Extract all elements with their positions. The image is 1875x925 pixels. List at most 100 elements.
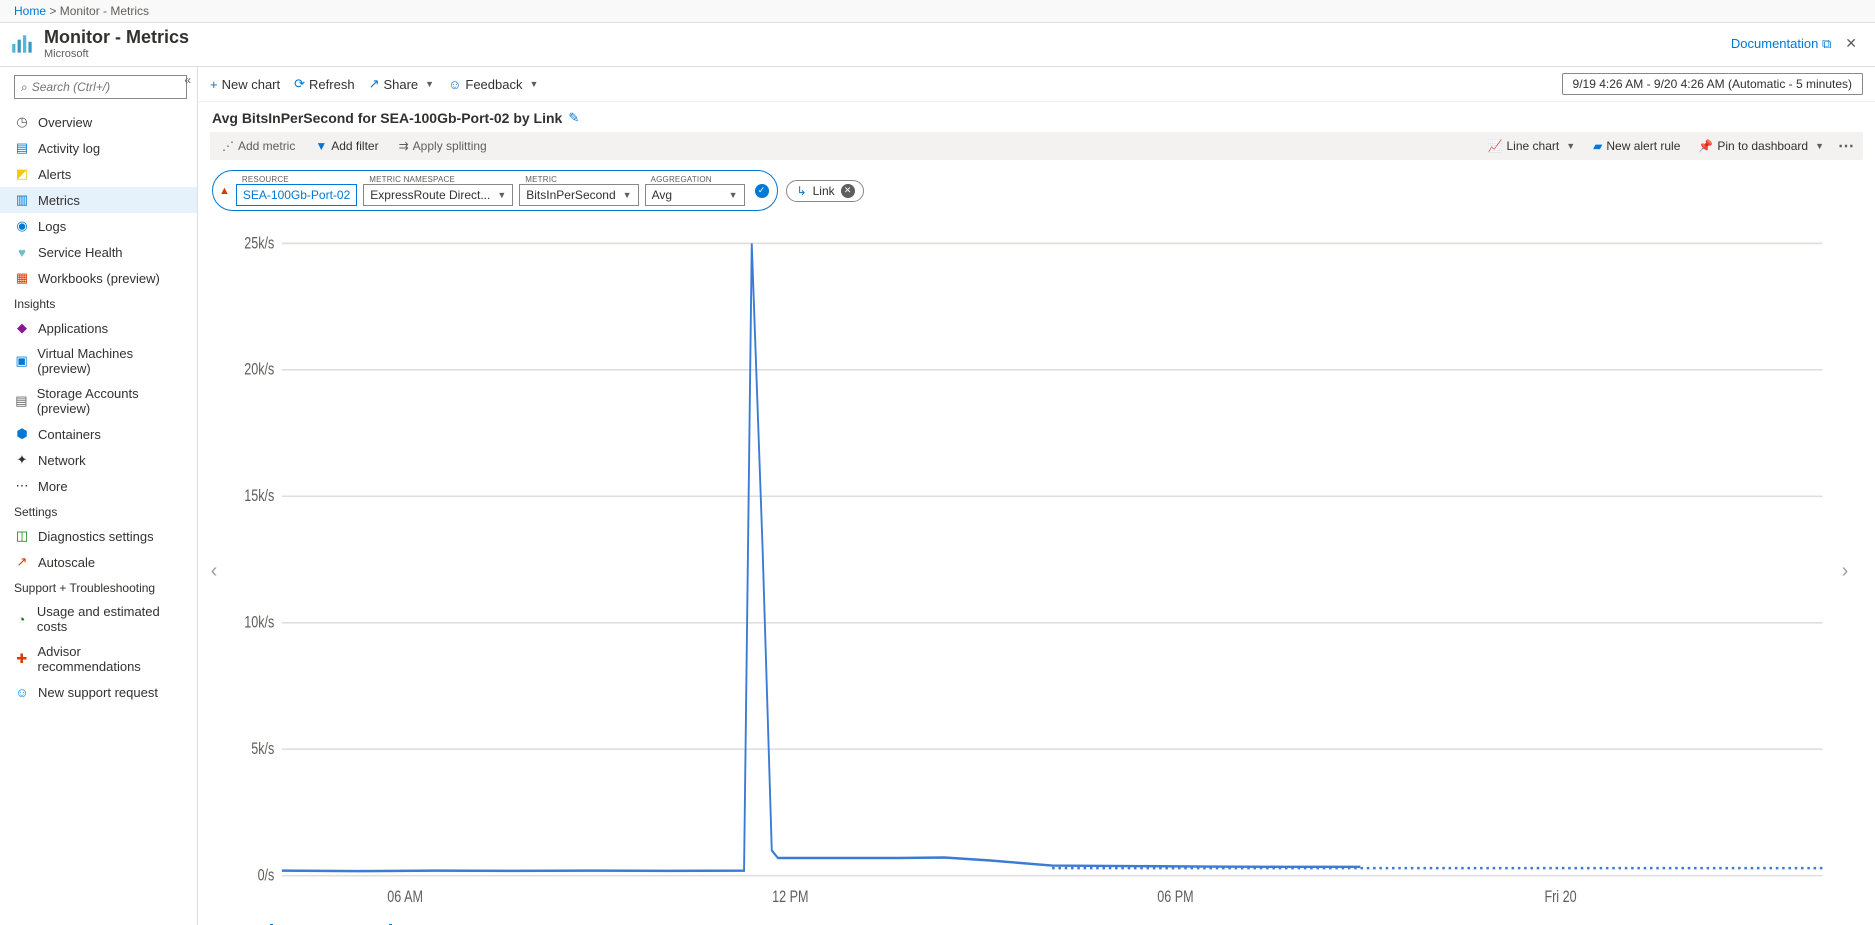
sidebar-item-metrics[interactable]: ▥ Metrics: [0, 187, 197, 213]
alerts-icon: ◩: [14, 166, 30, 182]
sidebar-item-label: Alerts: [38, 167, 71, 182]
smiley-icon: ☺: [448, 77, 461, 92]
sidebar-item-applications[interactable]: ◆Applications: [0, 315, 197, 341]
filter-icon: ▼: [315, 139, 327, 153]
remove-segment-icon[interactable]: ✕: [841, 184, 855, 198]
search-icon: ⌕: [21, 80, 28, 95]
sidebar-item-alerts[interactable]: ◩ Alerts: [0, 161, 197, 187]
segment-pill[interactable]: ↳ Link ✕: [786, 180, 864, 202]
sidebar-item-more[interactable]: ⋯ More: [0, 473, 197, 499]
sidebar-item-label: More: [38, 479, 68, 494]
pin-icon: 📌: [1698, 139, 1713, 153]
plus-icon: +: [210, 77, 218, 92]
scatter-icon: ⋰: [222, 139, 234, 153]
time-range-picker[interactable]: 9/19 4:26 AM - 9/20 4:26 AM (Automatic -…: [1562, 73, 1863, 95]
resource-dropdown[interactable]: SEA-100Gb-Port-02: [236, 184, 357, 206]
line-chart: 0/s5k/s10k/s15k/s20k/s25k/s06 AM12 PM06 …: [224, 227, 1835, 915]
chart-type-button[interactable]: 📈 Line chart▼: [1484, 137, 1580, 155]
sidebar: « ⌕ ◷Overview ▤ Activity log ◩ Alerts ▥ Metric…: [0, 67, 198, 925]
query-bar: ⋰ Add metric ▼ Add filter ⇉ Apply splitt…: [210, 132, 1863, 160]
sidebar-item-network[interactable]: ✦Network: [0, 447, 197, 473]
sidebar-item-overview[interactable]: ◷Overview: [0, 109, 197, 135]
sidebar-section-header: Insights: [0, 291, 197, 315]
chart-prev-button[interactable]: ‹: [204, 227, 224, 915]
sidebar-item-service-health[interactable]: ♥ Service Health: [0, 239, 197, 265]
usage-costs-icon: ◔: [14, 611, 29, 627]
monitor-icon: [10, 31, 36, 57]
edit-title-icon[interactable]: ✎: [568, 110, 579, 126]
sidebar-item-containers[interactable]: ⬢Containers: [0, 421, 197, 447]
line-chart-icon: 📈: [1488, 139, 1503, 153]
sidebar-item-label: Containers: [38, 427, 101, 442]
sidebar-item-logs[interactable]: ◉Logs: [0, 213, 197, 239]
metric-label: METRIC: [519, 175, 638, 184]
content-pane: +New chart ⟳Refresh ↗Share▼ ☺Feedback▼ 9…: [198, 67, 1875, 925]
namespace-dropdown[interactable]: ExpressRoute Direct...▼: [363, 184, 513, 206]
breadcrumb-home[interactable]: Home: [14, 4, 46, 18]
sidebar-item-autoscale[interactable]: ↗Autoscale: [0, 549, 197, 575]
activity-log-icon: ▤: [14, 140, 30, 156]
metrics-icon: ▥: [14, 192, 30, 208]
applications-icon: ◆: [14, 320, 30, 336]
apply-splitting-button[interactable]: ⇉ Apply splitting: [395, 137, 491, 155]
metric-selector-row: ▲ RESOURCE SEA-100Gb-Port-02 METRIC NAME…: [198, 160, 1875, 221]
sidebar-search[interactable]: ⌕: [14, 75, 187, 99]
refresh-button[interactable]: ⟳Refresh: [294, 76, 354, 92]
diagnostics-settings-icon: ◫: [14, 528, 30, 544]
page-subtitle: Microsoft: [44, 48, 189, 60]
chevron-down-icon: ▼: [1815, 141, 1824, 151]
chart-area: ‹ 0/s5k/s10k/s15k/s20k/s25k/s06 AM12 PM0…: [198, 221, 1875, 925]
pin-to-dashboard-button[interactable]: 📌 Pin to dashboard▼: [1694, 137, 1828, 155]
page-header: Monitor - Metrics Microsoft Documentatio…: [0, 23, 1875, 67]
sidebar-item-advisor[interactable]: ✚Advisor recommendations: [0, 639, 197, 679]
add-metric-button[interactable]: ⋰ Add metric: [218, 137, 299, 155]
sidebar-section-header: Support + Troubleshooting: [0, 575, 197, 599]
close-icon[interactable]: ✕: [1841, 31, 1861, 56]
network-icon: ✦: [14, 452, 30, 468]
segment-label: Link: [813, 184, 835, 198]
sidebar-item-activity-log[interactable]: ▤ Activity log: [0, 135, 197, 161]
svg-text:25k/s: 25k/s: [244, 235, 274, 253]
more-options-button[interactable]: ⋯: [1838, 136, 1855, 156]
sidebar-item-label: Metrics: [38, 193, 80, 208]
namespace-label: METRIC NAMESPACE: [363, 175, 513, 184]
documentation-link[interactable]: Documentation ⧉: [1731, 36, 1831, 52]
sidebar-item-label: Autoscale: [38, 555, 95, 570]
sidebar-item-virtual-machines[interactable]: ▣Virtual Machines (preview): [0, 341, 197, 381]
collapse-sidebar-icon[interactable]: «: [184, 73, 191, 87]
chart-title: Avg BitsInPerSecond for SEA-100Gb-Port-0…: [212, 110, 562, 126]
svg-text:10k/s: 10k/s: [244, 614, 274, 632]
sidebar-item-label: Activity log: [38, 141, 100, 156]
sidebar-item-label: Service Health: [38, 245, 123, 260]
sidebar-item-workbooks[interactable]: ▦Workbooks (preview): [0, 265, 197, 291]
svg-text:5k/s: 5k/s: [251, 741, 274, 759]
more-icon: ⋯: [14, 478, 30, 494]
sidebar-item-label: Overview: [38, 115, 92, 130]
sidebar-section-header: Settings: [0, 499, 197, 523]
new-support-request-icon: ☺: [14, 684, 30, 700]
resource-label: RESOURCE: [236, 175, 357, 184]
share-button[interactable]: ↗Share▼: [369, 76, 435, 92]
breadcrumb-current: Monitor - Metrics: [60, 4, 149, 18]
metric-dropdown[interactable]: BitsInPerSecond▼: [519, 184, 638, 206]
svg-text:12 PM: 12 PM: [772, 888, 808, 906]
new-alert-rule-button[interactable]: ▰ New alert rule: [1589, 137, 1684, 155]
sidebar-item-usage-costs[interactable]: ◔Usage and estimated costs: [0, 599, 197, 639]
sidebar-item-label: New support request: [38, 685, 158, 700]
svg-text:0/s: 0/s: [258, 867, 275, 885]
feedback-button[interactable]: ☺Feedback▼: [448, 77, 538, 92]
service-health-icon: ♥: [14, 244, 30, 260]
sidebar-item-storage-accounts[interactable]: ▤Storage Accounts (preview): [0, 381, 197, 421]
aggregation-dropdown[interactable]: Avg▼: [645, 184, 745, 206]
sidebar-item-new-support-request[interactable]: ☺ New support request: [0, 679, 197, 705]
sidebar-item-label: Diagnostics settings: [38, 529, 154, 544]
search-input[interactable]: [32, 80, 180, 94]
confirm-icon[interactable]: ✓: [755, 184, 769, 198]
sidebar-item-diagnostics-settings[interactable]: ◫ Diagnostics settings: [0, 523, 197, 549]
add-filter-button[interactable]: ▼ Add filter: [311, 137, 382, 155]
chevron-down-icon: ▼: [729, 190, 738, 200]
svg-text:06 AM: 06 AM: [387, 888, 423, 906]
chart-next-button[interactable]: ›: [1835, 227, 1855, 915]
new-chart-button[interactable]: +New chart: [210, 77, 280, 92]
virtual-machines-icon: ▣: [14, 353, 29, 369]
